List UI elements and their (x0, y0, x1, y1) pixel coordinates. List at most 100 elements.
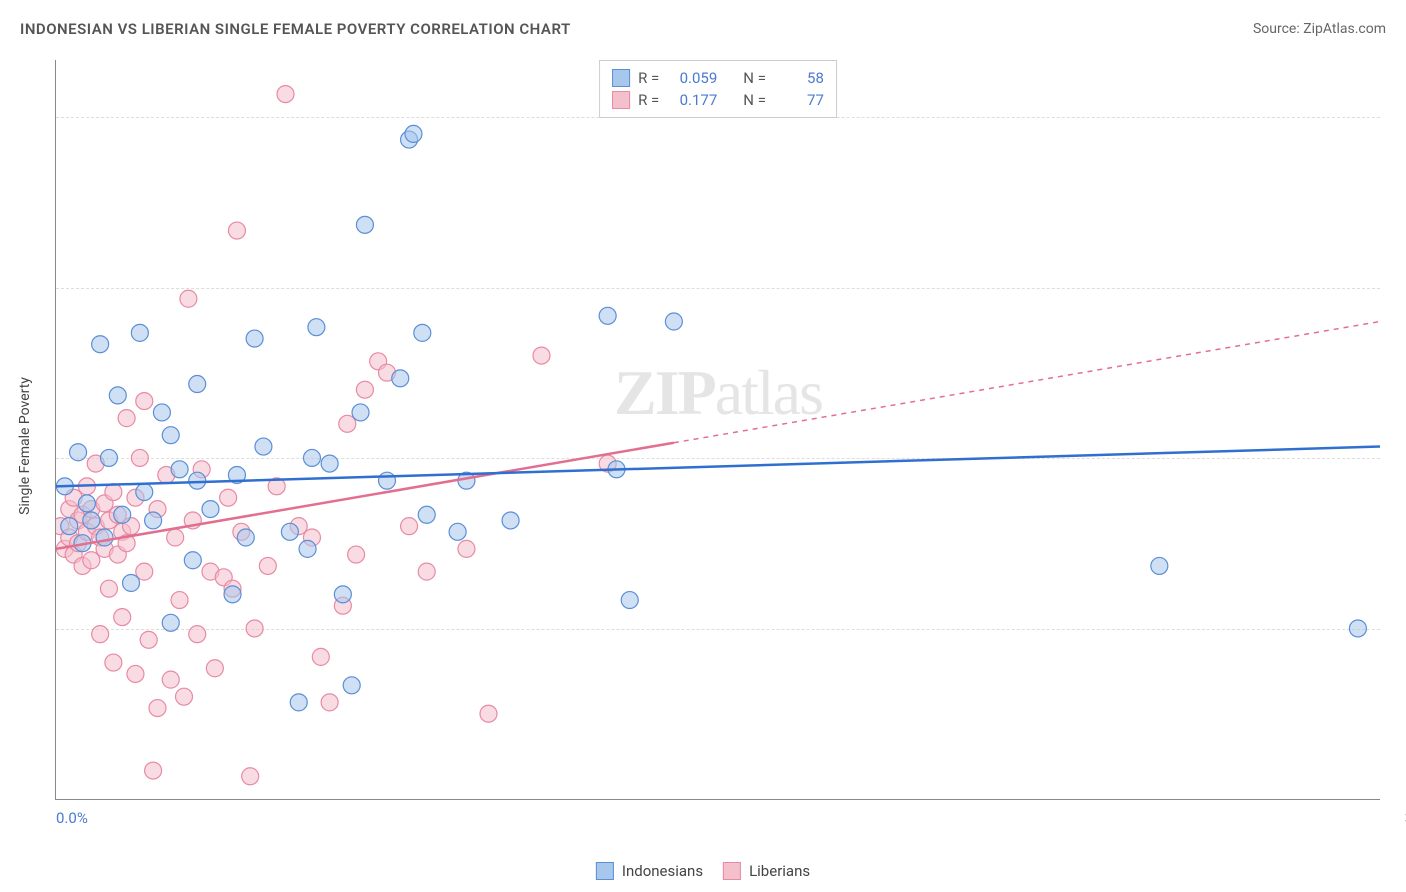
scatter-point (189, 376, 206, 393)
r-value-2: 0.177 (667, 91, 717, 109)
scatter-point (189, 472, 206, 489)
scatter-point (145, 512, 162, 529)
scatter-point (246, 620, 263, 637)
scatter-point (348, 546, 365, 563)
n-value-2: 77 (774, 91, 824, 109)
scatter-point (83, 552, 100, 569)
legend-swatch-indonesians (596, 862, 614, 880)
scatter-point (1151, 557, 1168, 574)
x-tick-min: 0.0% (56, 809, 88, 827)
scatter-point (299, 540, 316, 557)
scatter-point (180, 290, 197, 307)
legend-item-indonesians: Indonesians (596, 862, 703, 880)
source-label: Source: (1253, 21, 1300, 37)
scatter-svg-layer (56, 60, 1380, 799)
correlation-legend: R = 0.059 N = 58 R = 0.177 N = 77 (599, 60, 837, 118)
scatter-point (321, 694, 338, 711)
scatter-point (162, 427, 179, 444)
legend-item-liberians: Liberians (723, 862, 810, 880)
scatter-point (414, 324, 431, 341)
scatter-point (149, 700, 166, 717)
scatter-point (131, 324, 148, 341)
scatter-point (206, 660, 223, 677)
scatter-point (339, 415, 356, 432)
scatter-point (61, 518, 78, 535)
scatter-point (356, 216, 373, 233)
scatter-point (105, 654, 122, 671)
scatter-point (96, 529, 113, 546)
scatter-point (418, 563, 435, 580)
scatter-point (449, 523, 466, 540)
r-label-1: R = (638, 69, 659, 87)
n-value-1: 58 (774, 69, 824, 87)
scatter-point (100, 449, 117, 466)
scatter-point (189, 626, 206, 643)
y-tick-label: 15.0% (1390, 620, 1406, 638)
scatter-point (1349, 620, 1366, 637)
series-legend: Indonesians Liberians (596, 862, 810, 880)
scatter-point (175, 688, 192, 705)
scatter-point (533, 347, 550, 364)
chart-title: INDONESIAN VS LIBERIAN SINGLE FEMALE POV… (20, 20, 571, 38)
legend-label-liberians: Liberians (749, 862, 810, 880)
scatter-point (114, 609, 131, 626)
scatter-point (277, 86, 294, 103)
scatter-point (334, 586, 351, 603)
scatter-point (352, 404, 369, 421)
scatter-point (242, 768, 259, 785)
scatter-point (92, 336, 109, 353)
scatter-point (114, 506, 131, 523)
scatter-point (321, 455, 338, 472)
n-label-2: N = (743, 91, 766, 109)
r-value-1: 0.059 (667, 69, 717, 87)
scatter-point (136, 484, 153, 501)
scatter-point (162, 671, 179, 688)
scatter-point (171, 592, 188, 609)
trend-line (56, 447, 1380, 487)
scatter-point (401, 518, 418, 535)
scatter-point (162, 614, 179, 631)
scatter-point (343, 677, 360, 694)
scatter-point (136, 393, 153, 410)
scatter-point (224, 586, 241, 603)
scatter-point (379, 472, 396, 489)
scatter-point (480, 705, 497, 722)
scatter-point (621, 592, 638, 609)
scatter-point (118, 410, 135, 427)
source-value: ZipAtlas.com (1303, 21, 1386, 37)
scatter-point (105, 484, 122, 501)
scatter-point (418, 506, 435, 523)
y-tick-label: 30.0% (1390, 449, 1406, 467)
r-label-2: R = (638, 91, 659, 109)
y-axis-label: Single Female Poverty (17, 377, 33, 515)
scatter-point (220, 489, 237, 506)
scatter-point (312, 648, 329, 665)
scatter-point (290, 694, 307, 711)
scatter-point (140, 631, 157, 648)
scatter-point (246, 330, 263, 347)
scatter-point (83, 512, 100, 529)
scatter-point (167, 529, 184, 546)
scatter-point (356, 381, 373, 398)
scatter-point (458, 540, 475, 557)
scatter-point (70, 444, 87, 461)
legend-row-series-1: R = 0.059 N = 58 (612, 67, 824, 89)
scatter-point (665, 313, 682, 330)
y-tick-label: 45.0% (1390, 279, 1406, 297)
scatter-point (259, 557, 276, 574)
scatter-point (123, 574, 140, 591)
scatter-point (303, 449, 320, 466)
scatter-point (100, 580, 117, 597)
scatter-point (145, 762, 162, 779)
scatter-point (237, 529, 254, 546)
scatter-point (109, 387, 126, 404)
scatter-point (78, 495, 95, 512)
scatter-point (171, 461, 188, 478)
scatter-point (392, 370, 409, 387)
scatter-point (153, 404, 170, 421)
scatter-point (228, 222, 245, 239)
legend-swatch-liberians (723, 862, 741, 880)
source-attribution: Source: ZipAtlas.com (1253, 21, 1386, 37)
legend-row-series-2: R = 0.177 N = 77 (612, 89, 824, 111)
scatter-point (131, 449, 148, 466)
